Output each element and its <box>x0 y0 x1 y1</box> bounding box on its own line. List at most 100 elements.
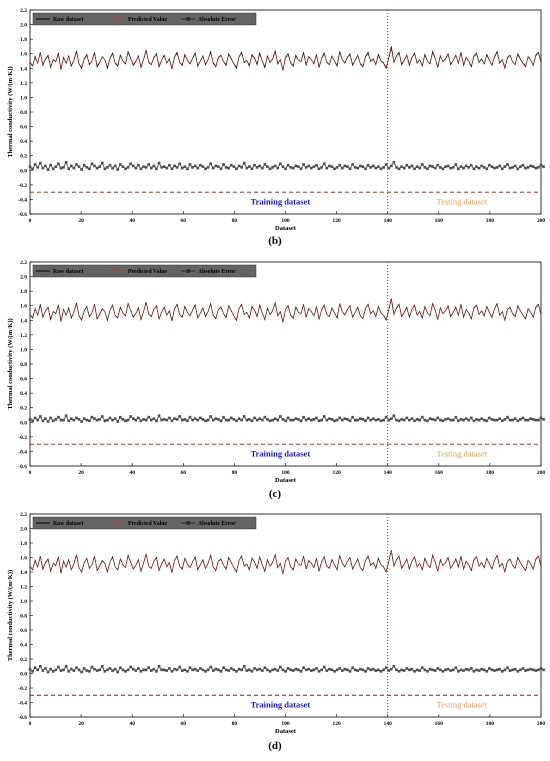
series-error-point <box>400 418 403 421</box>
series-error-point <box>137 667 140 670</box>
series-error-point <box>209 665 212 669</box>
series-error-point <box>542 668 545 672</box>
x-tick-label: 80 <box>232 470 238 476</box>
series-error-point <box>157 161 161 165</box>
series-error-point <box>57 665 60 669</box>
series-error-point <box>322 415 326 418</box>
series-error-point <box>286 416 290 420</box>
series-error-point <box>351 163 354 166</box>
training-dataset-label: Training dataset <box>251 197 311 207</box>
series-error-point <box>80 420 83 423</box>
series-error-point <box>307 164 311 168</box>
y-tick-label: 2.2 <box>20 8 27 14</box>
series-error-point <box>420 666 424 669</box>
series-error-point <box>310 669 313 672</box>
series-error-point <box>513 164 517 168</box>
series-error-point <box>291 669 295 672</box>
series-error-point <box>500 670 504 673</box>
y-tick-label: 1.6 <box>20 52 27 58</box>
series-error-point <box>33 416 37 420</box>
series-error-point <box>490 418 494 421</box>
series-error-point <box>85 418 89 422</box>
x-tick-label: 0 <box>29 470 32 476</box>
series-error-point <box>524 669 527 672</box>
series-error-point <box>137 163 140 167</box>
series-error-point <box>325 669 329 672</box>
series-error-point <box>415 668 419 672</box>
y-tick-label: 0.4 <box>20 139 27 145</box>
series-error-point <box>289 166 292 169</box>
series-error-point <box>359 164 362 168</box>
x-tick-label: 100 <box>281 470 290 476</box>
series-error-point <box>470 163 473 167</box>
series-error-point <box>260 669 264 672</box>
series-error-point <box>439 418 442 422</box>
series-error-point <box>374 669 378 672</box>
series-error-point <box>467 166 471 169</box>
series-error-point <box>490 165 494 168</box>
series-error-point <box>493 669 496 672</box>
series-error-point <box>441 670 445 673</box>
series-error-point <box>475 165 478 168</box>
series-error-point <box>317 670 321 673</box>
series-error-point <box>395 166 398 169</box>
series-error-point <box>371 667 375 671</box>
series-error-point <box>498 417 502 420</box>
series-error-point <box>160 668 163 672</box>
series-error-point <box>77 165 81 168</box>
y-tick-label: 0.4 <box>20 643 27 649</box>
series-error-point <box>369 668 372 672</box>
series-predicted-line <box>29 550 542 574</box>
series-error-point <box>245 669 249 672</box>
series-error-point <box>72 166 76 170</box>
series-error-point <box>188 163 192 166</box>
series-error-point <box>374 418 378 422</box>
series-error-point <box>485 670 489 673</box>
series-error-point <box>227 166 231 170</box>
series-error-point <box>470 416 473 420</box>
series-error-point <box>162 668 166 672</box>
series-error-point <box>129 162 132 166</box>
series-error-point <box>426 167 429 171</box>
series-error-point <box>348 419 352 423</box>
series-error-point <box>219 419 223 423</box>
series-error-point <box>72 669 76 672</box>
series-error-point <box>85 166 89 169</box>
series-error-point <box>361 418 365 421</box>
series-error-point <box>111 418 114 422</box>
series-error-point <box>284 167 287 171</box>
y-tick-label: 2.0 <box>20 527 27 533</box>
series-error-point <box>51 670 55 673</box>
y-tick-label: -0.6 <box>18 464 27 470</box>
series-error-point <box>232 668 236 672</box>
series-error-point <box>211 418 215 422</box>
series-error-point <box>124 167 127 171</box>
series-error-point <box>121 668 125 672</box>
series-error-point <box>281 165 285 168</box>
series-error-point <box>69 164 73 168</box>
series-error-point <box>521 416 525 420</box>
series-error-point <box>64 160 68 164</box>
series-error-point <box>500 167 504 171</box>
series-error-point <box>503 418 507 421</box>
series-error-point <box>199 163 202 167</box>
y-tick-label: 0.2 <box>20 154 27 160</box>
series-error-point <box>338 416 341 420</box>
y-tick-label: 1.2 <box>20 585 27 591</box>
series-error-point <box>436 163 440 167</box>
series-error-point <box>186 670 189 673</box>
series-error-point <box>291 418 295 422</box>
x-tick-label: 40 <box>129 721 135 727</box>
y-tick-label: -0.6 <box>18 212 27 218</box>
series-error-point <box>124 419 127 423</box>
series-error-point <box>472 167 476 171</box>
training-dataset-label: Training dataset <box>251 449 311 459</box>
legend-label-0: Raw dataset <box>53 521 84 527</box>
legend-label-2: Absolute Error <box>198 269 236 275</box>
series-error-point <box>343 667 347 671</box>
series-error-point <box>139 167 143 171</box>
series-error-point <box>245 418 249 422</box>
series-error-point <box>506 415 509 419</box>
series-error-point <box>170 167 174 171</box>
y-axis-label: Thermal conductivity (W/(m·K)) <box>7 570 14 661</box>
